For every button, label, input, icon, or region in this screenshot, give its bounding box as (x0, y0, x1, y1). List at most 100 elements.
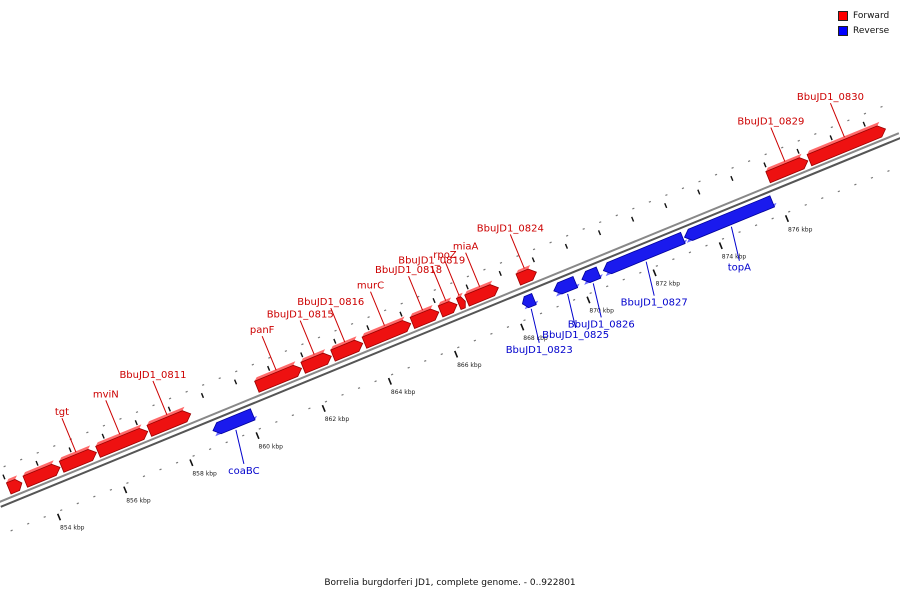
gene-unlabeled-1[interactable] (22, 460, 61, 488)
track-tick (134, 420, 138, 426)
gene-bbujd1-0830[interactable] (806, 121, 887, 167)
guide-dot (787, 210, 791, 213)
guide-dot (721, 237, 725, 240)
legend-label-reverse: Reverse (853, 25, 890, 36)
kbp-tick-label: 862 kbp (325, 416, 350, 423)
gene-panf[interactable] (254, 361, 303, 393)
guide-dot (341, 393, 344, 396)
gene-arrow (464, 284, 499, 307)
gene-tgt[interactable] (58, 445, 97, 473)
gene-unlabeled-0[interactable] (5, 475, 23, 495)
guide-dot (747, 160, 751, 163)
track-tick (300, 352, 304, 358)
guide-dot (10, 529, 13, 532)
guide-dot (3, 465, 6, 468)
guide-dot (523, 319, 526, 322)
gene-label-bbujd1-0829: BbuJD1_0829 (737, 117, 804, 128)
track-tick (531, 257, 535, 263)
kbp-tick-label: 876 kbp (788, 226, 813, 233)
gene-bbujd1-0818[interactable] (409, 305, 440, 330)
guide-dot (870, 176, 874, 179)
track-tick (35, 460, 39, 466)
strand-legend: Forward Reverse (838, 9, 900, 39)
gene-murc[interactable] (361, 316, 412, 349)
guide-dot (639, 271, 642, 274)
kbp-tick (586, 296, 591, 304)
gene-rpoz[interactable] (455, 292, 466, 311)
gene-bevel (516, 265, 531, 274)
guide-dot (572, 298, 576, 301)
gene-bbujd1-0823[interactable] (521, 292, 539, 310)
guide-dot (847, 119, 850, 122)
guide-dot (374, 380, 377, 383)
guide-dot (549, 241, 552, 244)
gene-coabc[interactable] (212, 408, 257, 437)
track-tick (862, 121, 866, 127)
guide-dot (258, 427, 261, 430)
guide-dot (506, 326, 510, 328)
kbp-tick-label: 856 kbp (126, 498, 151, 505)
gene-arrow (300, 352, 332, 374)
gene-leader-line (431, 266, 447, 301)
gene-miaa[interactable] (464, 280, 499, 307)
guide-dot (440, 353, 443, 356)
gene-bbujd1-0816[interactable] (330, 336, 364, 362)
gene-bevel (300, 349, 326, 363)
guide-dot (814, 133, 817, 135)
guide-dot (780, 146, 784, 149)
gene-arrow (5, 478, 23, 495)
guide-dot (102, 424, 106, 427)
guide-dot (135, 411, 139, 414)
gene-label-bbujd1-0815: BbuJD1_0815 (267, 310, 334, 321)
gene-arrow (22, 463, 61, 488)
gene-bbujd1-0825[interactable] (553, 275, 580, 297)
guide-dot (284, 350, 288, 353)
track-tick (399, 311, 403, 317)
guide-dot (698, 180, 701, 183)
kbp-tick-label: 872 kbp (656, 281, 681, 288)
guide-dot (532, 248, 536, 251)
gene-leader-line (370, 291, 385, 326)
gene-bbujd1-0811[interactable] (146, 406, 192, 437)
track-tick (597, 230, 602, 236)
kbp-tick (520, 323, 525, 331)
gene-bevel (23, 460, 54, 477)
gene-mvin[interactable] (95, 424, 149, 458)
gene-bbujd1-0827[interactable] (602, 231, 688, 277)
guide-dot (615, 214, 618, 217)
gene-leader-line (330, 307, 346, 343)
kbp-tick (652, 269, 657, 277)
gene-bbujd1-0826[interactable] (581, 266, 603, 285)
gene-bbujd1-0829[interactable] (765, 153, 809, 184)
gene-label-topa: topA (728, 263, 751, 274)
gene-bevel (6, 475, 18, 483)
guide-dot (483, 268, 486, 271)
gene-leader-line (465, 252, 481, 287)
guide-dot (301, 343, 304, 346)
guide-dot (93, 495, 96, 498)
gene-topa[interactable] (683, 195, 777, 243)
gene-leader-line (152, 380, 168, 416)
guide-dot (854, 183, 857, 186)
gene-label-tgt: tgt (55, 407, 69, 418)
gene-leader-line (261, 335, 277, 371)
gene-arrow (361, 320, 412, 349)
guide-dot (60, 509, 63, 512)
gene-bevel (254, 361, 296, 382)
guide-dot (797, 139, 800, 142)
guide-dot (43, 515, 46, 518)
gene-bevel (95, 424, 142, 447)
gene-bbujd1-0815[interactable] (300, 349, 332, 374)
gene-leader-line (530, 308, 540, 343)
guide-dot (499, 261, 503, 264)
gene-bbujd1-0824[interactable] (515, 265, 537, 286)
guide-dot (648, 200, 652, 203)
track-tick (631, 216, 635, 222)
guide-dot (605, 285, 609, 288)
kbp-tick (189, 459, 194, 467)
kbp-tick-label: 864 kbp (391, 389, 416, 396)
gene-bbujd1-0819[interactable] (437, 297, 458, 318)
kbp-tick-label: 860 kbp (259, 443, 284, 450)
gene-leader-line (235, 429, 245, 465)
gene-arrow (765, 157, 809, 184)
